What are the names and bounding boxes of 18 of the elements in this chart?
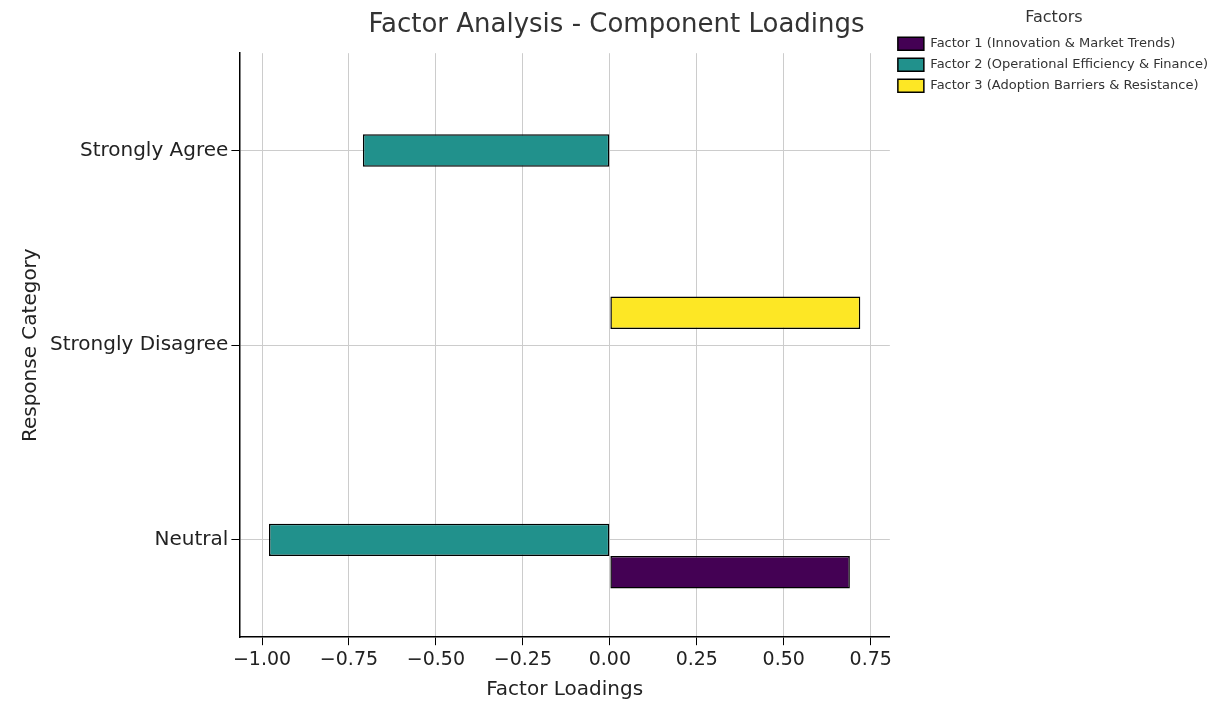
legend-label: Factor 2 (Operational Efficiency & Finance): [930, 56, 1209, 72]
x-tick-label: −0.25: [493, 646, 553, 669]
y-tick-label: Neutral: [154, 526, 229, 551]
legend-title: Factors: [1025, 7, 1083, 27]
y-axis-title: Response Category: [17, 248, 42, 443]
legend-label: Factor 3 (Adoption Barriers & Resistance): [930, 77, 1199, 93]
x-tick-label: 0.50: [762, 646, 805, 669]
x-tick-label: 0.00: [588, 646, 632, 669]
legend-label: Factor 1 (Innovation & Market Trends): [930, 35, 1176, 51]
x-axis-title: Factor Loadings: [486, 676, 644, 701]
y-tick-label: Strongly Agree: [79, 136, 229, 161]
chart-title: Factor Analysis - Component Loadings: [368, 8, 865, 39]
x-tick-label: −1.00: [232, 646, 292, 669]
x-tick-label: −0.75: [319, 646, 379, 669]
x-tick-label: 0.75: [849, 646, 892, 669]
x-tick-label: 0.25: [675, 646, 718, 669]
x-tick-label: −0.50: [406, 646, 466, 669]
y-tick-label: Strongly Disagree: [49, 331, 229, 356]
